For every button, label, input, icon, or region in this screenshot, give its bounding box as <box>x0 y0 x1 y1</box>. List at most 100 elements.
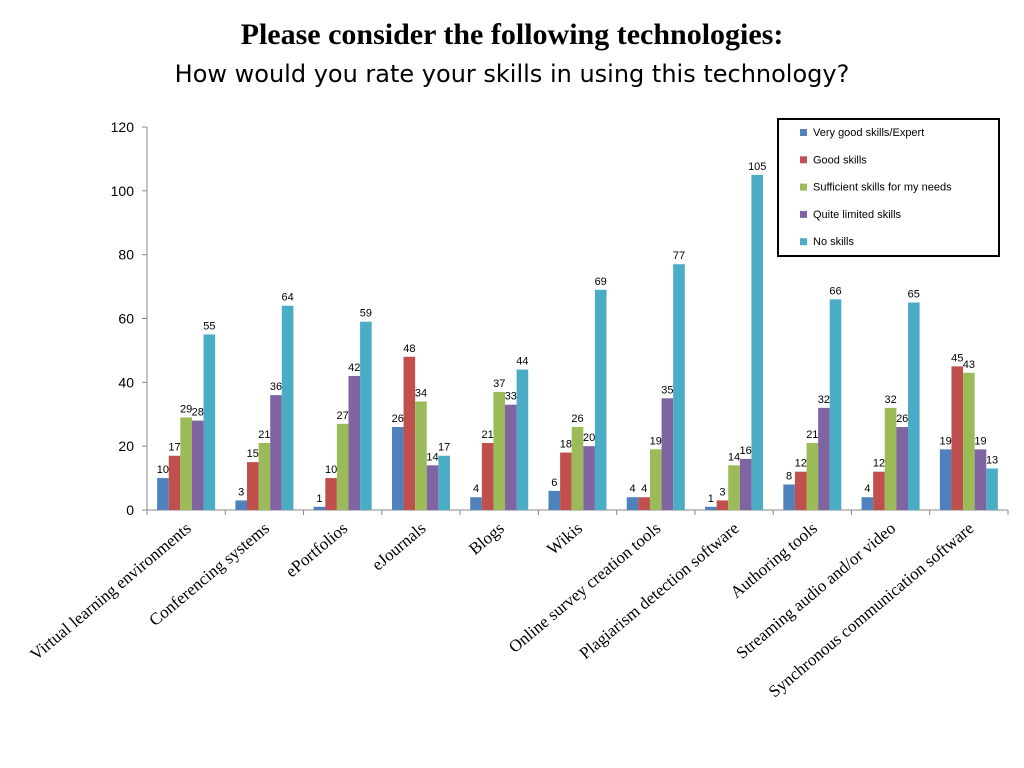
bar <box>806 442 819 510</box>
bar <box>168 455 181 510</box>
chart-title: Please consider the following technologi… <box>240 18 784 51</box>
data-label: 20 <box>583 432 595 444</box>
data-label: 44 <box>516 356 528 368</box>
data-label: 4 <box>473 483 479 495</box>
data-label: 29 <box>180 403 192 415</box>
legend-swatch <box>800 129 807 136</box>
data-label: 36 <box>270 381 282 393</box>
bar <box>203 334 216 510</box>
bar <box>963 372 975 510</box>
data-label: 14 <box>728 451 740 463</box>
bar <box>818 407 830 510</box>
data-label: 21 <box>258 429 270 441</box>
y-tick-label: 100 <box>111 183 135 199</box>
bar <box>360 321 372 510</box>
data-label: 26 <box>392 413 404 425</box>
bar <box>336 423 349 510</box>
x-category-label: Online survey creation tools <box>505 519 664 657</box>
data-label: 42 <box>348 362 360 374</box>
data-label: 69 <box>595 276 607 288</box>
data-label: 32 <box>884 394 896 406</box>
data-label: 48 <box>403 343 415 355</box>
data-label: 35 <box>661 384 673 396</box>
data-label: 3 <box>719 486 725 498</box>
bar <box>649 449 662 510</box>
legend-swatch <box>800 238 807 246</box>
data-label: 32 <box>818 394 830 406</box>
data-label: 21 <box>482 429 494 441</box>
bar <box>403 356 416 510</box>
bar <box>583 446 595 510</box>
bar <box>829 299 842 510</box>
x-category-label: Wikis <box>543 519 586 559</box>
legend-swatch <box>800 210 807 218</box>
data-label: 26 <box>896 413 908 425</box>
bar <box>907 302 920 510</box>
bar <box>415 401 427 510</box>
bar <box>939 449 952 510</box>
data-label: 1 <box>708 493 714 505</box>
data-label: 10 <box>325 464 337 476</box>
bar <box>626 497 639 510</box>
data-label: 34 <box>415 387 427 399</box>
data-label: 17 <box>168 442 180 454</box>
data-label: 15 <box>247 448 259 460</box>
chart-subtitle: How would you rate your skills in using … <box>174 60 850 88</box>
data-label: 45 <box>951 352 963 364</box>
bar <box>716 500 729 510</box>
bar <box>974 449 987 510</box>
bar <box>896 427 908 510</box>
legend-entry: Sufficient skills for my needs <box>813 182 952 194</box>
bar <box>571 427 584 510</box>
x-category-label: eJournals <box>368 519 429 575</box>
y-tick-label: 120 <box>111 119 135 135</box>
data-label: 19 <box>650 435 662 447</box>
data-label: 17 <box>438 442 450 454</box>
data-label: 43 <box>963 359 975 371</box>
bar <box>247 462 259 510</box>
data-label: 66 <box>829 285 841 297</box>
bar <box>470 497 482 510</box>
bar <box>951 366 964 510</box>
data-label: 77 <box>673 250 685 262</box>
data-label: 16 <box>740 445 752 457</box>
bar <box>270 395 282 510</box>
legend-entry: Quite limited skills <box>813 209 902 221</box>
bar <box>705 506 717 510</box>
data-label: 12 <box>873 458 885 470</box>
bar <box>661 398 674 510</box>
data-label: 59 <box>360 308 372 320</box>
data-label: 4 <box>864 483 870 495</box>
bar <box>783 484 795 510</box>
bar <box>438 455 450 510</box>
data-label: 26 <box>571 413 583 425</box>
data-label: 1 <box>316 493 322 505</box>
legend-entry: Good skills <box>813 154 867 166</box>
data-label: 3 <box>238 486 244 498</box>
x-category-label: Plagiarism detection software <box>576 519 743 663</box>
bar <box>258 442 271 510</box>
bar <box>739 458 752 510</box>
x-category-label: Virtual learning environments <box>26 519 194 665</box>
data-label: 27 <box>337 410 349 422</box>
bar <box>191 420 204 510</box>
y-tick-label: 0 <box>126 502 134 518</box>
bar <box>180 417 192 510</box>
bar <box>548 490 561 510</box>
bar <box>986 468 998 510</box>
data-label: 18 <box>560 439 572 451</box>
data-label: 19 <box>974 435 986 447</box>
x-category-label: Blogs <box>465 519 508 559</box>
bar <box>313 506 326 510</box>
data-label: 4 <box>641 483 647 495</box>
y-tick-label: 20 <box>118 438 134 454</box>
data-label: 10 <box>157 464 169 476</box>
bar <box>325 478 337 510</box>
bar <box>861 497 874 510</box>
legend-swatch <box>800 183 807 191</box>
bar <box>516 369 529 510</box>
bar <box>794 471 807 510</box>
data-label: 37 <box>493 378 505 390</box>
bar <box>348 375 361 510</box>
bar <box>751 174 764 510</box>
